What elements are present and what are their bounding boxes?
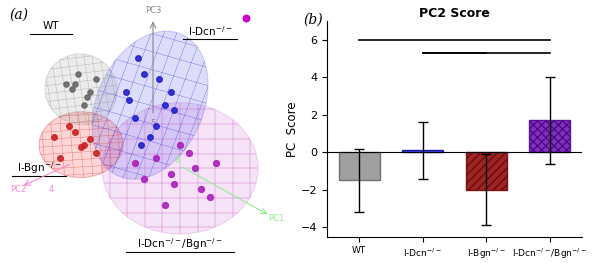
Point <box>154 77 164 81</box>
Point <box>145 135 155 139</box>
Y-axis label: PC  Score: PC Score <box>286 101 299 157</box>
Point <box>121 90 131 94</box>
Point <box>160 103 170 107</box>
Point <box>130 116 140 120</box>
Point <box>160 203 170 207</box>
Text: 4: 4 <box>49 185 53 194</box>
Point <box>151 156 161 160</box>
Point <box>133 56 143 60</box>
Point <box>61 82 71 86</box>
Point <box>151 124 161 128</box>
Text: PC3: PC3 <box>145 6 161 15</box>
Bar <box>338 152 380 180</box>
Point <box>91 77 101 81</box>
Point <box>184 150 194 155</box>
Point <box>136 143 146 147</box>
Point <box>166 171 176 176</box>
Point <box>91 150 101 155</box>
Text: I-Dcn$^{-/-}$/Bgn$^{-/-}$: I-Dcn$^{-/-}$/Bgn$^{-/-}$ <box>137 237 223 252</box>
Text: (a): (a) <box>9 8 28 22</box>
Ellipse shape <box>45 54 117 125</box>
Text: PC2: PC2 <box>10 185 26 194</box>
Title: PC2 Score: PC2 Score <box>419 7 490 20</box>
Point <box>67 87 77 92</box>
Point <box>205 195 215 199</box>
Point <box>82 95 92 99</box>
Text: I-Bgn$^{-/-}$: I-Bgn$^{-/-}$ <box>17 160 61 176</box>
Point <box>166 90 176 94</box>
Point <box>70 129 80 134</box>
Point <box>190 166 200 170</box>
Text: 5: 5 <box>151 119 155 128</box>
Point <box>85 137 95 141</box>
Point <box>139 177 149 181</box>
Text: PC1: PC1 <box>268 214 284 223</box>
Point <box>55 156 65 160</box>
Text: I-Dcn$^{-/-}$: I-Dcn$^{-/-}$ <box>188 25 232 38</box>
Ellipse shape <box>92 31 208 179</box>
Point <box>49 135 59 139</box>
Point <box>175 143 185 147</box>
Point <box>196 187 206 191</box>
Point <box>76 145 86 149</box>
Point <box>124 98 134 102</box>
Point <box>241 16 251 21</box>
Text: WT: WT <box>43 21 59 31</box>
Point <box>169 182 179 186</box>
Ellipse shape <box>39 112 123 178</box>
Point <box>64 124 74 128</box>
Point <box>73 72 83 76</box>
Point <box>211 161 221 165</box>
Point <box>85 90 95 94</box>
Text: 8: 8 <box>175 156 179 165</box>
Text: (b): (b) <box>303 13 323 27</box>
Point <box>79 103 89 107</box>
Bar <box>402 150 443 152</box>
Ellipse shape <box>102 103 258 234</box>
Point <box>70 82 80 86</box>
Point <box>139 72 149 76</box>
Point <box>169 108 179 113</box>
Bar <box>529 120 571 152</box>
Bar <box>466 152 507 190</box>
Point <box>130 161 140 165</box>
Point <box>79 143 89 147</box>
